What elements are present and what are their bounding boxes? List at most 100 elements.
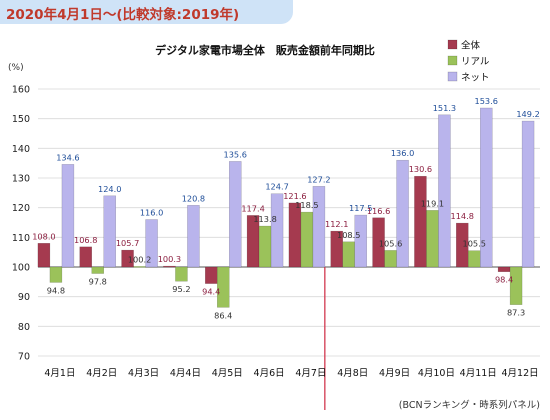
data-label: 116.6 — [367, 206, 390, 216]
bar — [509, 266, 523, 305]
bar — [414, 175, 427, 268]
data-label: 117.5 — [349, 203, 372, 213]
data-label: 116.0 — [140, 208, 163, 218]
bar — [246, 215, 260, 268]
data-label: 134.6 — [56, 152, 79, 162]
y-axis-unit-label: (%) — [8, 63, 24, 73]
data-label: 94.8 — [47, 285, 65, 295]
bar — [205, 266, 218, 284]
header-title: 2020年4月1日～(比較対象:2019年) — [6, 7, 240, 23]
bar — [354, 214, 367, 268]
data-label: 136.0 — [391, 148, 414, 158]
bar — [312, 186, 326, 268]
bar — [300, 211, 314, 268]
bar — [497, 266, 511, 272]
bar — [342, 241, 355, 268]
bar — [49, 266, 63, 283]
bar — [145, 219, 158, 268]
bar — [372, 217, 385, 268]
bar — [258, 225, 272, 268]
header-band: 2020年4月1日～(比較対象:2019年) — [0, 0, 293, 24]
x-tick-label: 4月7日 — [295, 368, 326, 379]
data-label: 106.8 — [74, 235, 97, 245]
y-tick-label: 150 — [12, 114, 30, 125]
legend-label: ネット — [461, 73, 490, 84]
y-tick-label: 90 — [18, 292, 30, 303]
data-label: 108.0 — [32, 231, 55, 241]
y-tick-label: 110 — [12, 233, 30, 244]
data-label: 98.4 — [495, 275, 513, 285]
y-tick-label: 130 — [12, 174, 30, 185]
x-tick-label: 4月11日 — [460, 368, 497, 379]
bar — [384, 250, 397, 268]
data-label: 105.7 — [116, 238, 139, 248]
data-label: 114.8 — [451, 211, 474, 221]
y-tick-label: 160 — [12, 85, 30, 96]
data-label: 118.5 — [295, 200, 318, 210]
legend-swatch — [447, 55, 458, 66]
bar — [133, 266, 146, 268]
y-tick-label: 80 — [18, 322, 30, 333]
data-label: 108.5 — [337, 230, 360, 240]
data-label: 149.2 — [516, 109, 539, 119]
data-label: 151.3 — [433, 103, 456, 113]
bar — [438, 114, 451, 268]
data-label: 113.8 — [253, 214, 276, 224]
x-tick-label: 4月9日 — [379, 368, 410, 379]
data-label: 135.6 — [224, 149, 247, 159]
legend-label: 全体 — [461, 40, 481, 52]
bar — [521, 120, 535, 268]
bar — [175, 266, 188, 282]
legend-swatch — [447, 39, 458, 50]
data-label: 124.7 — [265, 182, 288, 192]
data-label: 130.6 — [409, 164, 432, 174]
data-label: 127.2 — [307, 174, 330, 184]
bar — [468, 250, 481, 268]
bar — [61, 164, 75, 268]
chart-title: デジタル家電市場全体 販売金額前年同期比 — [155, 43, 375, 57]
bar — [396, 159, 409, 268]
data-label: 105.6 — [379, 238, 402, 248]
y-tick-label: 120 — [12, 203, 30, 214]
x-tick-label: 4月10日 — [418, 368, 455, 379]
bar — [480, 107, 493, 268]
bar — [163, 265, 176, 268]
data-label: 121.6 — [283, 191, 306, 201]
data-label: 97.8 — [89, 277, 107, 287]
x-tick-label: 4月5日 — [212, 368, 243, 379]
data-label: 100.3 — [158, 254, 181, 264]
bar — [103, 195, 116, 268]
y-tick-label: 100 — [12, 263, 30, 274]
data-label: 153.6 — [475, 96, 498, 106]
bar — [426, 210, 439, 268]
x-tick-label: 4月2日 — [86, 368, 117, 379]
x-tick-label: 4月4日 — [170, 368, 201, 379]
bar — [121, 249, 134, 268]
bar — [217, 266, 230, 308]
data-label: 94.4 — [202, 287, 220, 297]
data-label: 87.3 — [507, 308, 525, 318]
x-tick-label: 4月3日 — [128, 368, 159, 379]
source-note: (BCNランキング・時系列パネル) — [399, 399, 540, 411]
y-tick-label: 70 — [18, 352, 30, 363]
data-label: 105.5 — [463, 239, 486, 249]
x-tick-label: 4月6日 — [254, 368, 285, 379]
x-tick-label: 4月1日 — [44, 368, 75, 379]
data-label: 86.4 — [214, 310, 232, 320]
legend-label: リアル — [461, 57, 490, 68]
data-label: 120.8 — [182, 193, 205, 203]
data-label: 119.1 — [421, 198, 444, 208]
data-label: 112.1 — [325, 219, 348, 229]
bar — [79, 246, 92, 268]
data-label: 124.0 — [98, 184, 121, 194]
bar — [187, 205, 200, 268]
y-tick-label: 140 — [12, 144, 30, 155]
bar — [37, 243, 51, 268]
bar — [229, 161, 242, 268]
data-label: 100.2 — [128, 254, 151, 264]
bar — [456, 222, 469, 268]
data-label: 117.4 — [241, 203, 264, 213]
legend-swatch — [447, 71, 458, 82]
bar — [270, 193, 284, 268]
